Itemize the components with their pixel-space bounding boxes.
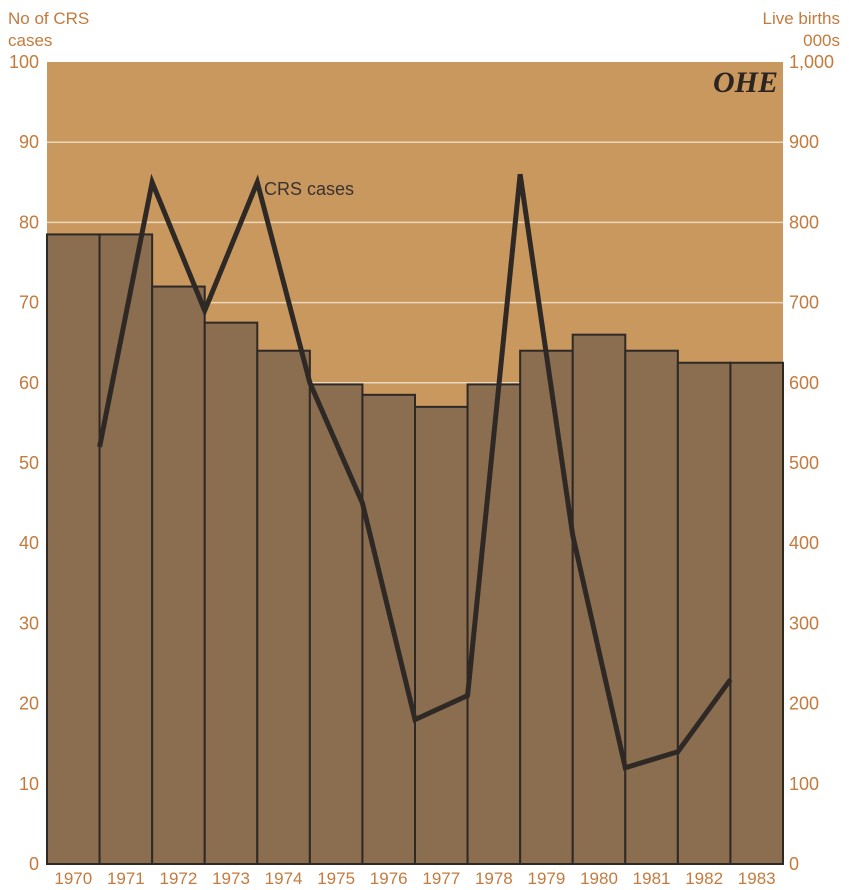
bar-1980 — [571, 333, 627, 865]
x-tick-label: 1974 — [265, 869, 303, 888]
left-tick-label: 30 — [19, 613, 39, 633]
right-tick-label: 500 — [789, 453, 819, 473]
right-tick-label: 600 — [789, 373, 819, 393]
x-tick-label: 1977 — [422, 869, 460, 888]
x-tick-label: 1972 — [160, 869, 198, 888]
right-tick-label: 800 — [789, 212, 819, 232]
left-tick-label: 60 — [19, 373, 39, 393]
x-tick-label: 1982 — [685, 869, 723, 888]
crs-cases-label: CRS cases — [264, 179, 354, 199]
right-tick-label: 200 — [789, 694, 819, 714]
left-tick-label: 40 — [19, 533, 39, 553]
x-axis-ticks: 1970 1971 1972 1973 1974 1975 1976 1977 1978 1979… — [54, 869, 775, 888]
right-tick-label: 1,000 — [789, 52, 834, 72]
bar-1972 — [151, 285, 206, 865]
x-tick-label: 1983 — [738, 869, 776, 888]
right-axis-ticks: 0 100 200 300 400 500 600 700 800 900 1,000 — [789, 52, 834, 874]
bar-1979 — [519, 349, 574, 866]
left-tick-label: 10 — [19, 774, 39, 794]
x-tick-label: 1978 — [475, 869, 513, 888]
bar-1981 — [624, 349, 679, 866]
line-series-crs-cases — [97, 173, 733, 771]
bar-1973 — [203, 321, 259, 865]
right-axis-title-line1: Live births — [763, 9, 840, 28]
left-axis-title-line2: cases — [8, 31, 52, 50]
bar-1970 — [46, 233, 101, 865]
right-tick-label: 0 — [789, 854, 799, 874]
bar-1976 — [361, 393, 416, 865]
left-tick-label: 0 — [29, 854, 39, 874]
x-tick-label: 1980 — [580, 869, 618, 888]
x-tick-label: 1979 — [528, 869, 566, 888]
right-tick-label: 900 — [789, 132, 819, 152]
ohe-logo-text: OHE — [713, 66, 778, 99]
x-tick-label: 1973 — [212, 869, 250, 888]
bar-1974 — [256, 349, 311, 866]
left-tick-label: 70 — [19, 293, 39, 313]
bar-1982 — [676, 361, 732, 865]
x-tick-label: 1970 — [54, 869, 92, 888]
x-tick-label: 1975 — [317, 869, 355, 888]
right-tick-label: 100 — [789, 774, 819, 794]
bar-series-live-births — [46, 233, 785, 866]
left-tick-label: 90 — [19, 132, 39, 152]
left-tick-label: 80 — [19, 212, 39, 232]
right-axis-title-line2: 000s — [803, 31, 840, 50]
ohe-logo: OHE — [713, 66, 778, 99]
left-axis-ticks: 0 10 20 30 40 50 60 70 80 90 100 — [9, 52, 39, 874]
left-tick-label: 50 — [19, 453, 39, 473]
x-tick-label: 1971 — [107, 869, 145, 888]
bar-1983 — [729, 361, 785, 865]
right-tick-label: 300 — [789, 613, 819, 633]
left-tick-label: 20 — [19, 694, 39, 714]
left-axis-title-line1: No of CRS — [8, 9, 89, 28]
bar-1977 — [414, 405, 469, 865]
bar-1975 — [308, 383, 364, 865]
x-tick-label: 1976 — [370, 869, 408, 888]
right-tick-label: 400 — [789, 533, 819, 553]
right-tick-label: 700 — [789, 293, 819, 313]
x-tick-label: 1981 — [633, 869, 671, 888]
bar-1971 — [98, 233, 154, 865]
left-tick-label: 100 — [9, 52, 39, 72]
